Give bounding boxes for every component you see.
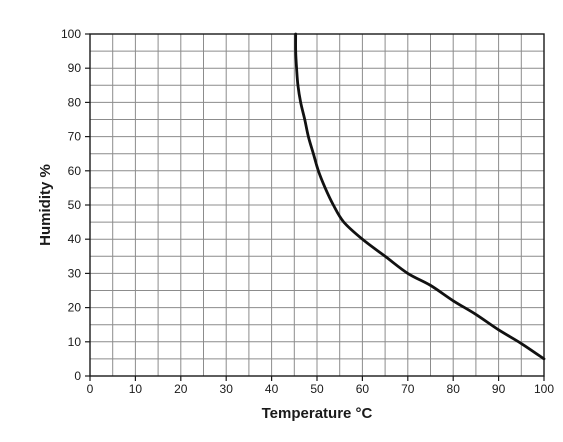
- y-tick-label: 20: [68, 301, 82, 315]
- y-tick-label: 60: [68, 164, 82, 178]
- x-tick-label: 60: [356, 382, 370, 396]
- x-tick-label: 20: [174, 382, 188, 396]
- y-axis-label: Humidity %: [37, 164, 54, 246]
- y-tick-label: 100: [61, 27, 81, 41]
- x-tick-label: 70: [401, 382, 415, 396]
- y-tick-label: 90: [68, 61, 82, 75]
- y-tick-label: 70: [68, 130, 82, 144]
- y-tick-label: 10: [68, 335, 82, 349]
- x-tick-label: 10: [129, 382, 143, 396]
- y-tick-label: 50: [68, 198, 82, 212]
- x-tick-label: 30: [220, 382, 234, 396]
- x-axis-label: Temperature °C: [262, 405, 373, 422]
- y-tick-label: 40: [68, 232, 82, 246]
- x-tick-label: 50: [310, 382, 324, 396]
- series-line: [294, 32, 546, 361]
- y-tick-label: 30: [68, 266, 82, 280]
- x-tick-label: 0: [87, 382, 94, 396]
- y-tick-label: 0: [74, 369, 81, 383]
- x-tick-label: 80: [447, 382, 461, 396]
- y-tick-label: 80: [68, 95, 82, 109]
- x-axis-ticks: 0 10 20 30 40 50 60 70 80 90 100: [87, 376, 554, 396]
- x-tick-label: 90: [492, 382, 506, 396]
- x-tick-label: 40: [265, 382, 279, 396]
- grid: [90, 34, 544, 376]
- x-tick-label: 100: [534, 382, 554, 396]
- series-layer: [294, 32, 546, 361]
- y-axis-ticks: 0 10 20 30 40 50 60 70 80 90 100: [61, 27, 90, 383]
